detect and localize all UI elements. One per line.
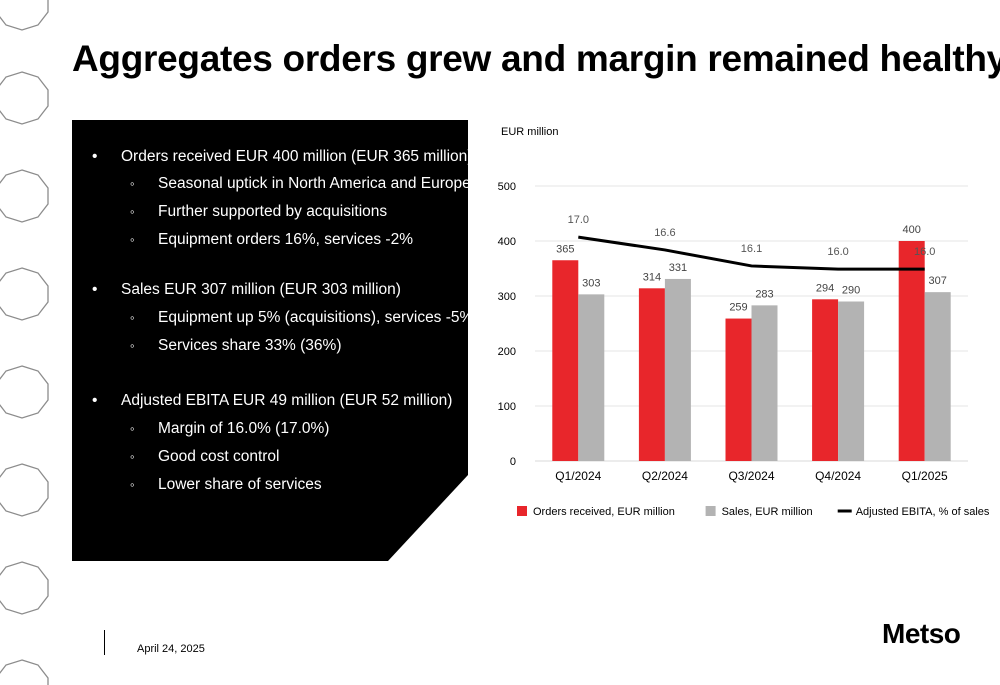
y-tick-label: 100 — [498, 401, 516, 413]
ebita-value-label: 16.0 — [914, 246, 935, 258]
y-tick-label: 400 — [498, 236, 516, 248]
sub-bullet: Equipment up 5% (acquisitions), services… — [130, 309, 473, 327]
sub-bullet: Further supported by acquisitions — [130, 203, 387, 221]
ebita-margin-line — [578, 235, 925, 271]
x-tick-label: Q1/2025 — [902, 469, 948, 483]
legend-orders-swatch — [517, 506, 527, 516]
bar-value-label: 307 — [929, 275, 947, 287]
bar-value-label: 331 — [669, 262, 687, 274]
orders-bar — [552, 260, 579, 461]
x-tick-label: Q1/2024 — [555, 469, 601, 483]
legend-label: Orders received, EUR million — [533, 506, 675, 518]
sub-bullet: Good cost control — [130, 448, 279, 466]
bar-value-label: 314 — [643, 271, 661, 283]
sub-bullet: Seasonal uptick in North America and Eur… — [130, 175, 471, 193]
orders-sales-chart: EUR million 0 100 200 300 400 500 Q1/2024 365 3… — [498, 126, 990, 518]
bar-value-label: 259 — [729, 302, 747, 314]
bar-value-label: 303 — [582, 277, 600, 289]
y-tick-label: 500 — [498, 181, 516, 193]
bar-value-label: 400 — [903, 224, 921, 236]
y-tick-label: 300 — [498, 291, 516, 303]
sub-bullet: Equipment orders 16%, services -2% — [130, 231, 413, 249]
bullet-ebita: Adjusted EBITA EUR 49 million (EUR 52 mi… — [92, 392, 452, 410]
orders-bar — [725, 318, 752, 461]
ebita-value-label: 16.0 — [827, 246, 848, 258]
orders-bar — [898, 241, 925, 461]
footer-date: April 24, 2025 — [137, 643, 205, 655]
y-tick-label: 0 — [510, 456, 516, 468]
x-tick-label: Q4/2024 — [815, 469, 861, 483]
legend-label: Adjusted EBITA, % of sales — [856, 506, 990, 518]
decorative-hexagon-border — [0, 0, 49, 685]
bar-value-label: 294 — [816, 282, 834, 294]
sales-bar — [924, 292, 951, 461]
bar-value-label: 365 — [556, 243, 574, 255]
legend-label: Sales, EUR million — [722, 506, 813, 518]
sales-bar — [838, 301, 865, 461]
y-tick-label: 200 — [498, 346, 516, 358]
orders-bar — [812, 299, 839, 461]
sales-bar — [664, 278, 691, 461]
sub-bullet: Lower share of services — [130, 476, 322, 494]
ebita-value-label: 17.0 — [568, 214, 589, 226]
bar-value-label: 290 — [842, 285, 860, 297]
metso-logo: Metso — [882, 618, 961, 649]
x-tick-label: Q3/2024 — [728, 469, 774, 483]
unit-label: EUR million — [501, 126, 558, 138]
bullet-sales: Sales EUR 307 million (EUR 303 million) — [92, 281, 401, 299]
orders-bar — [638, 288, 665, 461]
bullet-list: Orders received EUR 400 million (EUR 365… — [72, 120, 473, 561]
ebita-value-label: 16.1 — [741, 243, 762, 255]
bar-value-label: 283 — [755, 288, 773, 300]
x-tick-label: Q2/2024 — [642, 469, 688, 483]
page-title: Aggregates orders grew and margin remain… — [72, 38, 1000, 79]
sales-bar — [751, 305, 778, 461]
sales-bar — [578, 294, 605, 461]
footer-divider — [104, 630, 105, 655]
bullet-orders: Orders received EUR 400 million (EUR 365… — [92, 148, 472, 166]
sub-bullet: Margin of 16.0% (17.0%) — [130, 420, 329, 438]
sub-bullet: Services share 33% (36%) — [130, 337, 342, 355]
legend-sales-swatch — [705, 506, 716, 516]
ebita-value-label: 16.6 — [654, 227, 675, 239]
